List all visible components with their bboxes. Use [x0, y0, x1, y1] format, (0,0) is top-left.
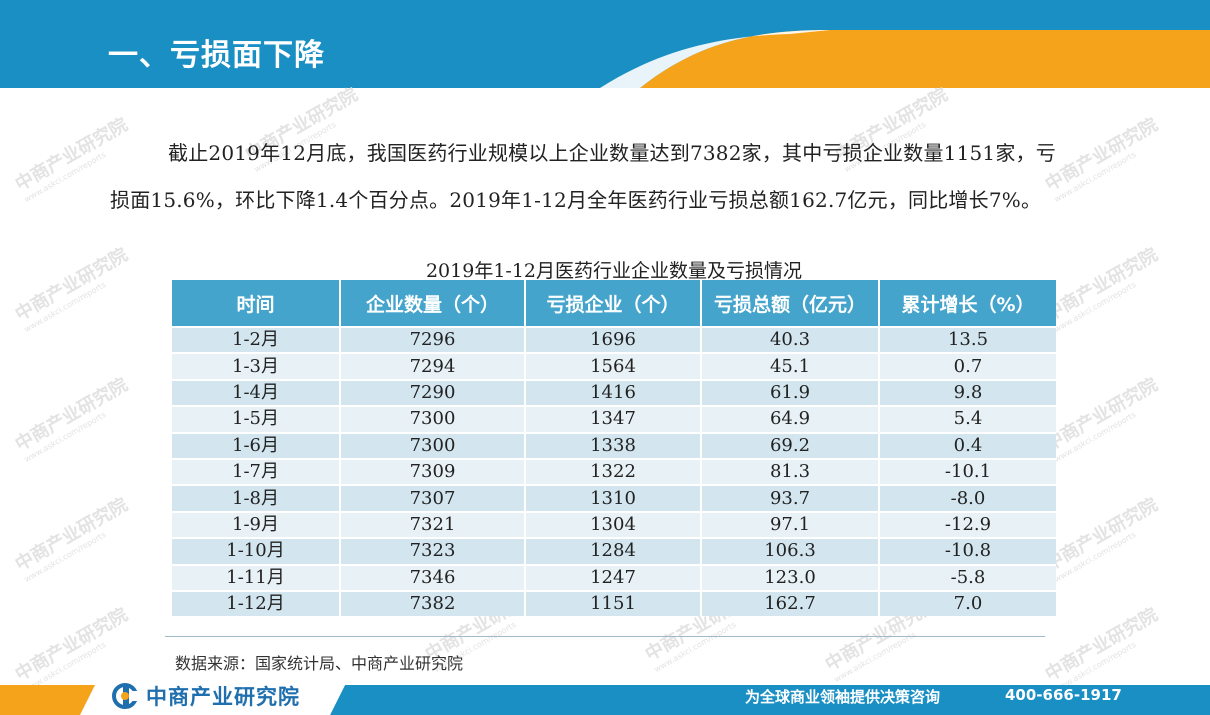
table-row: 1-7月 7309 1322 81.3 -10.1	[172, 457, 1056, 486]
cell-loss-enterprises: 1284	[525, 537, 702, 565]
cell-cumulative-growth: 5.4	[879, 405, 1056, 433]
header-background	[0, 0, 1210, 88]
cell-time: 1-4月	[172, 378, 341, 407]
cell-total-loss: 45.1	[701, 352, 880, 380]
cell-loss-enterprises: 1247	[525, 563, 702, 591]
watermark: 中商产业研究院 www.askci.com/reports	[11, 374, 132, 465]
cell-total-loss: 81.3	[701, 457, 880, 486]
table-title: 2019年1-12月医药行业企业数量及亏损情况	[425, 260, 803, 282]
cell-enterprise-count: 7300	[340, 405, 526, 433]
cell-enterprise-count: 7382	[340, 589, 526, 617]
cell-total-loss: 69.2	[701, 431, 880, 459]
cell-time: 1-11月	[172, 563, 341, 591]
page-title: 一、亏损面下降	[108, 38, 325, 73]
watermark: 中商产业研究院 www.askci.com/reports	[1041, 374, 1162, 465]
footer-bar	[0, 680, 1210, 715]
cell-loss-enterprises: 1310	[525, 484, 702, 512]
cell-loss-enterprises: 1347	[525, 405, 702, 433]
table-row: 1-10月 7323 1284 106.3 -10.8	[172, 537, 1056, 565]
table-header-row: 时间 企业数量（个） 亏损企业（个） 亏损总额（亿元） 累计增长（%）	[172, 280, 1056, 327]
cell-loss-enterprises: 1304	[525, 510, 702, 539]
cell-loss-enterprises: 1151	[525, 589, 702, 617]
footer-logo: 中商产业研究院	[112, 683, 300, 709]
watermark: 中商产业研究院 www.askci.com/reports	[11, 244, 132, 335]
cell-total-loss: 61.9	[701, 378, 880, 407]
column-header-loss-enterprises: 亏损企业（个）	[525, 280, 702, 327]
cell-enterprise-count: 7346	[340, 563, 526, 591]
cell-enterprise-count: 7296	[340, 325, 526, 354]
cell-total-loss: 93.7	[701, 484, 880, 512]
cell-cumulative-growth: -8.0	[879, 484, 1056, 512]
footer-phone: 400-666-1917	[1005, 686, 1122, 704]
cell-total-loss: 40.3	[701, 325, 880, 354]
table-row: 1-3月 7294 1564 45.1 0.7	[172, 352, 1056, 380]
cell-enterprise-count: 7294	[340, 352, 526, 380]
cell-time: 1-7月	[172, 457, 341, 486]
cell-total-loss: 162.7	[701, 589, 880, 617]
table-row: 1-5月 7300 1347 64.9 5.4	[172, 405, 1056, 433]
cell-time: 1-6月	[172, 431, 341, 459]
column-header-cumulative-growth: 累计增长（%）	[879, 280, 1056, 327]
cell-total-loss: 123.0	[701, 563, 880, 591]
data-source: 数据来源：国家统计局、中商产业研究院	[175, 654, 464, 673]
cell-cumulative-growth: -5.8	[879, 563, 1056, 591]
cell-loss-enterprises: 1416	[525, 378, 702, 407]
cell-enterprise-count: 7321	[340, 510, 526, 539]
header-banner: 一、亏损面下降	[0, 0, 1210, 88]
data-table: 时间 企业数量（个） 亏损企业（个） 亏损总额（亿元） 累计增长（%） 1-2月…	[172, 280, 1056, 617]
watermark: 中商产业研究院 www.askci.com/reports	[1041, 244, 1162, 335]
cell-time: 1-3月	[172, 352, 341, 380]
cell-cumulative-growth: 7.0	[879, 589, 1056, 617]
cell-loss-enterprises: 1564	[525, 352, 702, 380]
column-header-total-loss: 亏损总额（亿元）	[701, 280, 880, 327]
table-row: 1-9月 7321 1304 97.1 -12.9	[172, 510, 1056, 539]
cell-cumulative-growth: 0.4	[879, 431, 1056, 459]
cell-enterprise-count: 7323	[340, 537, 526, 565]
cell-enterprise-count: 7290	[340, 378, 526, 407]
cell-time: 1-12月	[172, 589, 341, 617]
table-row: 1-6月 7300 1338 69.2 0.4	[172, 431, 1056, 459]
cell-cumulative-growth: -10.8	[879, 537, 1056, 565]
table-row: 1-12月 7382 1151 162.7 7.0	[172, 589, 1056, 617]
watermark: 中商产业研究院 www.askci.com/reports	[11, 494, 132, 585]
logo-mark-icon	[112, 683, 142, 709]
cell-time: 1-10月	[172, 537, 341, 565]
cell-total-loss: 106.3	[701, 537, 880, 565]
cell-enterprise-count: 7307	[340, 484, 526, 512]
table-row: 1-2月 7296 1696 40.3 13.5	[172, 325, 1056, 354]
cell-enterprise-count: 7300	[340, 431, 526, 459]
cell-cumulative-growth: -10.1	[879, 457, 1056, 486]
intro-paragraph: 截止2019年12月底，我国医药行业规模以上企业数量达到7382家，其中亏损企业…	[110, 141, 1056, 212]
cell-total-loss: 97.1	[701, 510, 880, 539]
cell-cumulative-growth: 13.5	[879, 325, 1056, 354]
watermark: 中商产业研究院 www.askci.com/reports	[1041, 494, 1162, 585]
cell-loss-enterprises: 1338	[525, 431, 702, 459]
source-divider	[165, 636, 1045, 637]
footer-background	[0, 685, 1210, 715]
cell-cumulative-growth: 9.8	[879, 378, 1056, 407]
footer-logo-text: 中商产业研究院	[146, 685, 300, 709]
cell-cumulative-growth: 0.7	[879, 352, 1056, 380]
cell-loss-enterprises: 1322	[525, 457, 702, 486]
table-row: 1-11月 7346 1247 123.0 -5.8	[172, 563, 1056, 591]
cell-time: 1-2月	[172, 325, 341, 354]
cell-time: 1-8月	[172, 484, 341, 512]
cell-time: 1-9月	[172, 510, 341, 539]
cell-cumulative-growth: -12.9	[879, 510, 1056, 539]
table-row: 1-4月 7290 1416 61.9 9.8	[172, 378, 1056, 407]
cell-total-loss: 64.9	[701, 405, 880, 433]
table-row: 1-8月 7307 1310 93.7 -8.0	[172, 484, 1056, 512]
cell-enterprise-count: 7309	[340, 457, 526, 486]
footer-slogan: 为全球商业领袖提供决策咨询	[745, 688, 941, 706]
column-header-time: 时间	[172, 280, 341, 327]
cell-time: 1-5月	[172, 405, 341, 433]
cell-loss-enterprises: 1696	[525, 325, 702, 354]
column-header-enterprise-count: 企业数量（个）	[340, 280, 526, 327]
